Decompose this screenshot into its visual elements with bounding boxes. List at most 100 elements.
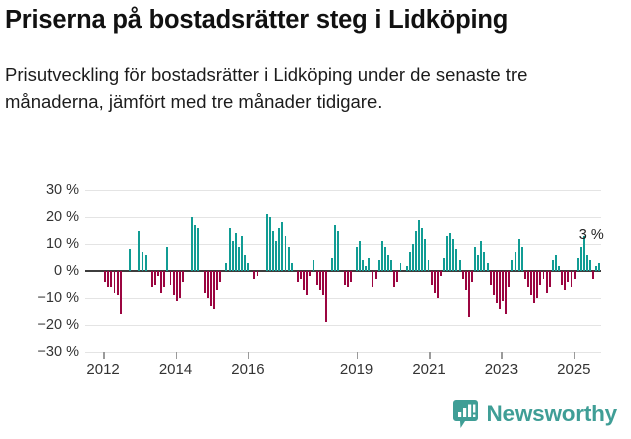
bar [343,271,346,285]
bar [489,271,492,285]
bar [256,271,259,277]
bar [356,246,358,271]
bar [576,257,579,271]
bar [433,271,436,293]
bar [533,271,536,304]
bar [508,271,511,288]
bar [511,260,514,271]
bar [163,271,166,288]
bar [175,271,178,301]
bar [408,252,411,271]
bar [181,271,184,282]
bar [439,271,442,277]
bar [461,271,464,280]
bar [209,271,212,307]
bar [321,271,324,296]
bar [144,254,147,271]
bar [411,244,414,271]
bar [116,271,119,296]
bar [349,271,352,282]
bar [371,271,374,288]
bar [443,257,445,271]
logo-text: Newsworthy [486,401,617,426]
bar [234,233,237,271]
x-axis-tick [501,352,503,359]
bar [582,235,585,271]
bar [244,254,247,271]
y-axis-labels: 30 % 20 % 10 % 0 % −10 % −20 % −30 % [0,182,79,360]
bar [551,260,554,271]
bar [346,271,349,288]
bar [573,271,576,280]
gridline [85,190,601,191]
gridline [85,298,601,299]
bar [380,241,383,271]
bar [421,227,424,271]
bar [536,271,539,298]
bar [365,265,368,271]
bar [495,271,498,304]
bar [191,217,194,271]
bar [300,271,302,280]
x-axis-tick-label: 2014 [158,361,193,378]
bar [384,246,386,271]
newsworthy-logo: Newsworthy [453,397,617,431]
x-axis-tick [247,352,250,359]
bar [247,262,250,271]
y-axis-tick-label: 0 % [54,263,79,279]
bar [278,227,281,271]
bar [253,271,256,280]
x-axis-tick-label: 2016 [231,361,265,378]
bar [477,254,480,271]
bar [586,254,588,271]
bar [592,271,595,280]
bar [449,233,452,271]
bar [458,260,461,271]
bar [424,238,427,271]
bar [393,271,396,288]
bar [324,271,327,323]
bar [505,271,508,315]
bar [542,271,545,280]
bar [526,271,529,288]
bar [172,271,175,296]
bar [129,249,132,271]
x-axis-tick [429,352,431,359]
bar [160,271,163,293]
bar [464,271,467,290]
x-axis-tick-label: 2021 [412,361,446,378]
x-axis-tick [103,352,105,359]
bar [213,271,215,309]
bar [545,271,548,293]
bar [471,271,473,282]
bar [452,238,455,271]
bar [150,271,153,288]
bar [474,246,477,271]
bar [405,265,408,271]
bar [206,271,209,298]
bar [138,230,141,271]
bar [275,241,278,271]
bar [558,265,560,271]
bar [241,235,243,271]
y-axis-tick-label: 10 % [45,236,79,252]
bar [331,257,334,271]
bar [377,260,380,271]
bar [119,271,122,315]
bar [265,214,268,271]
bar [374,271,377,280]
bar [598,262,601,271]
bar [284,235,287,271]
bar [231,241,234,271]
bar [281,222,284,271]
bar [530,271,533,296]
page-subtitle: Prisutveckling för bostadsrätter i Lidkö… [5,64,528,112]
bar [564,271,567,290]
y-axis-tick-label: −10 % [37,290,79,306]
bar [387,254,390,271]
x-axis-tick-label: 2012 [86,361,120,378]
x-axis-tick [573,352,576,359]
y-axis-tick-label: 30 % [45,182,79,198]
bar [517,238,520,271]
